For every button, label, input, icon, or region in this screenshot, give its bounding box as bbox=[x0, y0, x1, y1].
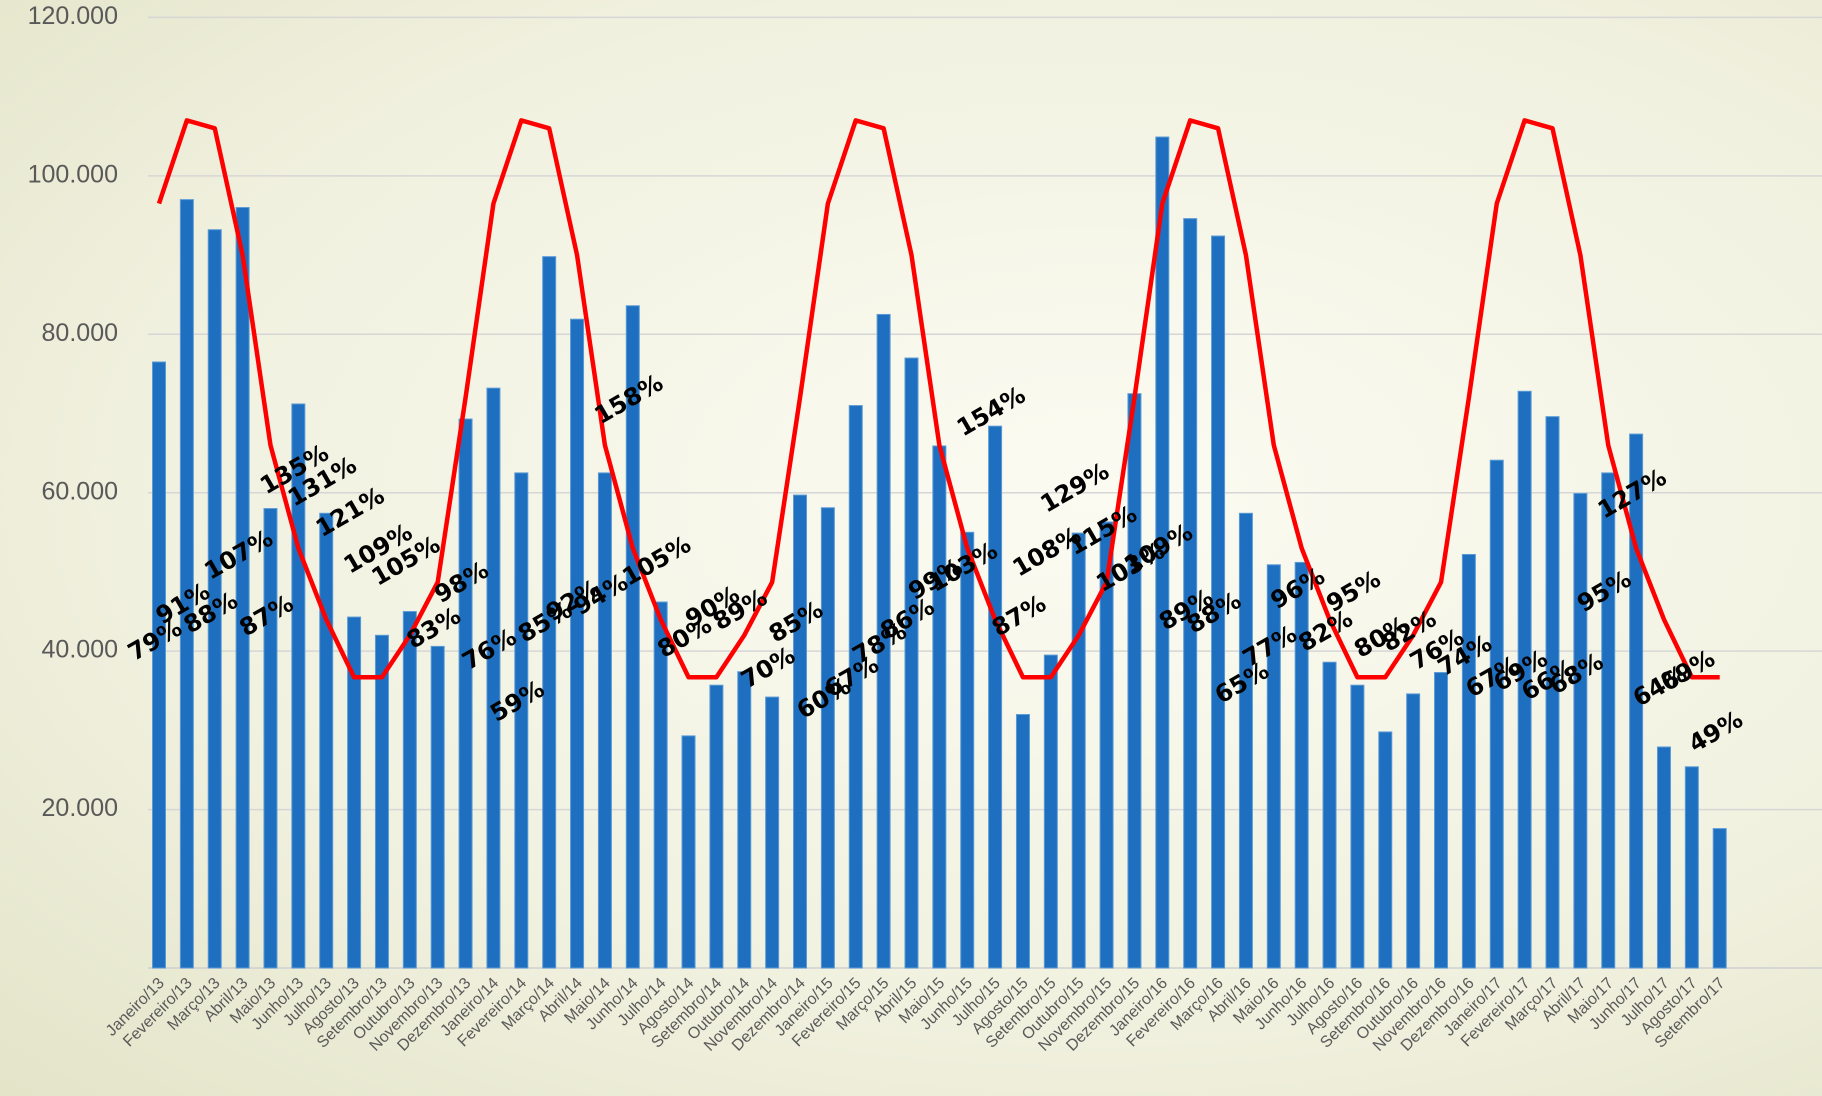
percent-label: 95% bbox=[1322, 565, 1386, 618]
bar bbox=[625, 305, 640, 969]
line bbox=[156, 118, 1720, 680]
bar bbox=[681, 735, 696, 969]
bar bbox=[653, 601, 668, 969]
bar bbox=[1545, 416, 1560, 969]
bar bbox=[1127, 393, 1142, 969]
percent-label: 49% bbox=[1684, 705, 1748, 758]
percent-label: 69% bbox=[1656, 644, 1720, 697]
bar bbox=[988, 425, 1003, 969]
bar bbox=[1378, 731, 1393, 969]
bar bbox=[514, 472, 529, 969]
percent-label: 129% bbox=[1036, 457, 1114, 518]
bar bbox=[458, 418, 473, 969]
bar bbox=[347, 616, 362, 969]
y-tick-label: 100.000 bbox=[28, 160, 118, 188]
bar bbox=[820, 507, 835, 969]
bar bbox=[876, 313, 891, 969]
bar bbox=[1015, 714, 1030, 969]
bar bbox=[1601, 472, 1616, 969]
bar bbox=[263, 508, 278, 969]
bar bbox=[737, 671, 752, 969]
bar bbox=[1183, 218, 1198, 969]
bar bbox=[486, 387, 501, 969]
bar bbox=[1684, 766, 1699, 969]
percent-label: 70% bbox=[736, 641, 800, 694]
y-tick-label: 120.000 bbox=[28, 2, 118, 30]
bar bbox=[542, 256, 557, 969]
bar bbox=[765, 696, 780, 969]
bar bbox=[1434, 672, 1449, 969]
bar bbox=[1517, 390, 1532, 969]
bar bbox=[932, 445, 947, 969]
bar bbox=[1573, 492, 1588, 969]
bar bbox=[1656, 746, 1671, 969]
bar bbox=[235, 207, 250, 969]
bar bbox=[848, 405, 863, 969]
bar bbox=[1294, 561, 1309, 969]
bar bbox=[1155, 136, 1170, 969]
bar bbox=[570, 318, 585, 969]
bar bbox=[1629, 433, 1644, 969]
y-tick-label: 80.000 bbox=[42, 319, 118, 347]
bar bbox=[1350, 684, 1365, 969]
y-tick-label: 60.000 bbox=[42, 477, 118, 505]
bar bbox=[1211, 235, 1226, 969]
y-tick-label: 20.000 bbox=[42, 794, 118, 822]
bar bbox=[1043, 654, 1058, 969]
bar bbox=[1406, 693, 1421, 969]
bar bbox=[1461, 553, 1476, 969]
bar bbox=[179, 199, 194, 969]
bar bbox=[1489, 459, 1504, 969]
bar bbox=[1712, 828, 1727, 969]
bar bbox=[597, 472, 612, 969]
bar bbox=[207, 229, 222, 969]
bar bbox=[1071, 532, 1086, 969]
bar bbox=[1266, 564, 1281, 969]
bar bbox=[402, 611, 417, 969]
bar bbox=[793, 494, 808, 969]
bar bbox=[374, 634, 389, 969]
bar bbox=[904, 357, 919, 969]
bar bbox=[709, 684, 724, 969]
bar bbox=[960, 531, 975, 969]
bar bbox=[319, 512, 334, 969]
bar bbox=[1322, 661, 1337, 969]
y-tick-label: 40.000 bbox=[42, 636, 118, 664]
bar bbox=[1238, 512, 1253, 969]
bar bbox=[152, 361, 166, 969]
bar bbox=[291, 403, 306, 969]
bar bbox=[1099, 521, 1114, 969]
bar bbox=[430, 645, 445, 969]
